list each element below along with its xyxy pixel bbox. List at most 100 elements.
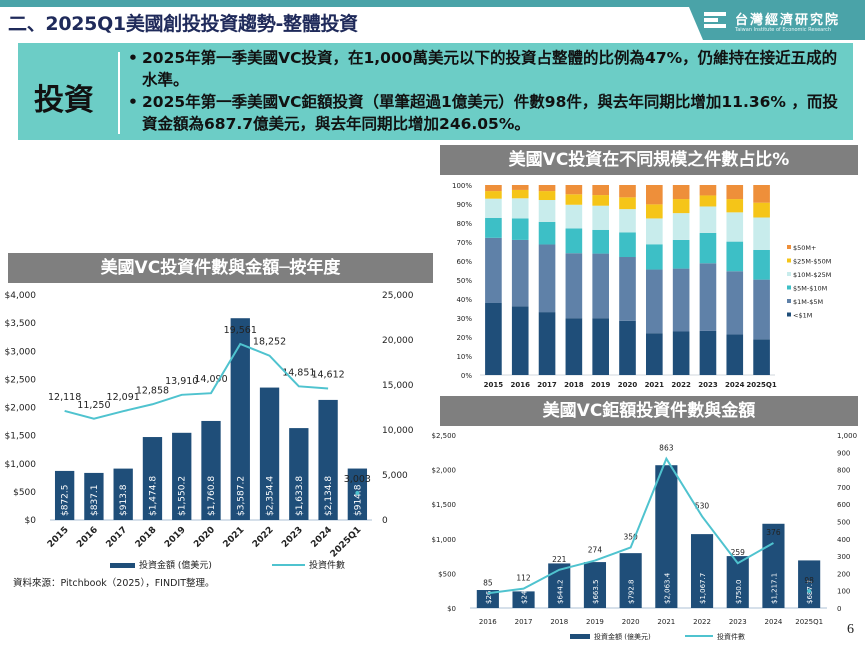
bar-value-label: $26: [485, 590, 493, 604]
y-left-tick-label: $500: [438, 570, 456, 578]
y-right-tick-label: 0: [382, 516, 388, 526]
stacked-bar-segment: [646, 218, 663, 245]
line-value-label: 19,561: [224, 325, 257, 336]
y-tick-label: 30%: [456, 315, 472, 323]
stacked-bar-segment: [565, 318, 583, 375]
bar: [113, 468, 133, 520]
x-tick-label: 2016: [75, 525, 100, 550]
line-value-label: 14,612: [311, 369, 344, 380]
summary-bullets: 2025年第一季美國VC投資，在1,000萬美元以下的投資占整體的比例為47%，…: [128, 47, 848, 135]
y-right-tick-label: 600: [837, 501, 850, 509]
bar: [318, 399, 338, 520]
summary-label: 投資: [34, 83, 94, 118]
legend-label: $10M-$25M: [793, 271, 831, 279]
stacked-bar-segment: [699, 206, 717, 233]
y-right-tick-label: 15,000: [382, 381, 414, 391]
x-tick-label: 2022: [251, 525, 276, 550]
line-value-label: 221: [552, 555, 567, 564]
bar: [690, 534, 714, 608]
bar: [548, 563, 571, 608]
line-value-label: 13,910: [165, 376, 198, 387]
bar-value-label: $1,633.8: [295, 476, 305, 516]
stacked-bar-segment: [592, 229, 609, 254]
legend-label-bar: 投資金額 (億美元): [139, 559, 212, 571]
line-value-label: 18,252: [253, 337, 286, 348]
bar: [84, 472, 104, 520]
bar: [172, 432, 192, 520]
title-row: [0, 7, 700, 37]
stacked-bar-segment: [538, 191, 556, 201]
stacked-bar-segment: [699, 195, 717, 207]
bar: [583, 562, 607, 608]
stacked-bar-segment: [619, 197, 636, 210]
stacked-bar-segment: [672, 331, 690, 375]
line-value-label: 376: [766, 528, 781, 537]
y-tick-label: 60%: [456, 258, 472, 266]
line-value-label: 85: [483, 578, 493, 587]
bar: [726, 556, 749, 608]
chart-annual: $0 $500 $1,000 $1,500 $2,000 $2,500 $3,000 $3,5…: [5, 291, 414, 571]
bar: [619, 553, 642, 608]
stacked-bar-segment: [646, 244, 663, 270]
x-tick-label: 2022: [693, 618, 711, 626]
stacked-bar-segment: [699, 263, 717, 331]
bar: [655, 465, 678, 608]
page-number: 6: [847, 622, 854, 637]
source-note: 資料來源：Pitchbook（2025），FINDIT整理。: [13, 578, 215, 589]
stacked-bar-segment: [753, 339, 770, 375]
stacked-bar-segment: [726, 199, 744, 213]
bar: [476, 590, 499, 608]
legend-label: <$1M: [793, 312, 812, 320]
stacked-bar-segment: [538, 185, 556, 192]
chart-mega: $0 $500 $1,000 $1,500 $2,000 $2,500 0 100 200 300…: [432, 432, 858, 641]
y-left-tick-label: $0: [25, 516, 37, 526]
stacked-bar-segment: [592, 253, 609, 319]
stacked-bar-segment: [565, 253, 583, 319]
bar-value-label: $750.0: [735, 580, 743, 605]
stacked-bar-segment: [565, 194, 583, 205]
y-right-tick-label: 200: [837, 570, 850, 578]
stacked-bar-segment: [619, 185, 636, 198]
y-tick-label: 100%: [452, 182, 472, 190]
bar-value-label: $792.8: [628, 580, 636, 605]
y-right-tick-label: 100: [837, 588, 850, 596]
x-tick-label: 2019: [586, 618, 604, 626]
stacked-bar-segment: [485, 198, 502, 218]
stacked-bar-segment: [753, 202, 770, 218]
y-right-tick-label: 25,000: [382, 291, 414, 301]
bar-value-label: $914.8: [353, 484, 363, 516]
bar-value-label: $913.8: [119, 484, 129, 516]
x-tick-label: 2025Q1: [329, 525, 364, 560]
chart-title-mega: 美國VC鉅額投資件數與金額: [440, 396, 858, 426]
x-tick-label: 2020: [192, 525, 217, 550]
x-tick-label: 2017: [537, 381, 557, 389]
stacked-bar-segment: [565, 228, 583, 254]
y-left-tick-label: $3,000: [5, 347, 37, 357]
x-tick-label: 2024: [725, 381, 745, 389]
stacked-bar-segment: [672, 213, 690, 240]
x-tick-label: 2018: [564, 381, 584, 389]
summary-bullet: 2025年第一季美國VC鉅額投資（單筆超過1億美元）件數98件，與去年同期比增加…: [128, 91, 848, 135]
x-tick-label: 2025Q1: [795, 618, 823, 626]
legend-label: $1M-$5M: [793, 298, 823, 306]
line-value-label: 12,091: [107, 392, 140, 403]
stacked-bar-segment: [565, 204, 583, 229]
bar-value-label: $1,474.8: [148, 476, 158, 516]
line-series: [487, 456, 774, 595]
y-right-tick-label: 800: [837, 467, 850, 475]
x-tick-label: 2016: [479, 618, 497, 626]
stacked-bar-segment: [511, 239, 529, 307]
line-value-label: 112: [516, 574, 531, 583]
stacked-bar-segment: [753, 279, 770, 340]
y-right-tick-label: 1,000: [837, 432, 857, 440]
x-tick-label: 2020: [622, 618, 640, 626]
legend-swatch: [787, 272, 791, 276]
stacked-bar-segment: [672, 185, 690, 200]
y-right-tick-label: 300: [837, 553, 850, 561]
stacked-bar-segment: [726, 271, 744, 335]
y-left-tick-label: $2,500: [432, 432, 457, 440]
bar-value-label: $2,354.4: [266, 476, 276, 516]
bar-value-label: $24: [521, 590, 529, 604]
stacked-bar-segment: [592, 185, 609, 196]
legend-swatch-bar: [110, 563, 135, 568]
